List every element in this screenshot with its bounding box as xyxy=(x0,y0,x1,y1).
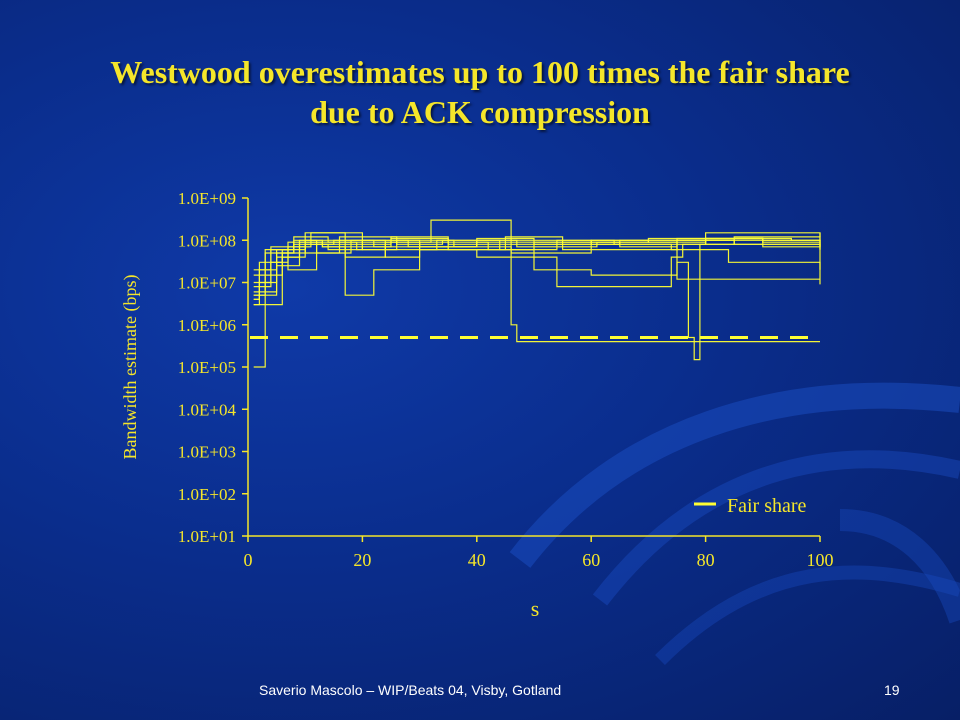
series-line-7 xyxy=(253,239,821,361)
y-tick-label: 1.0E+02 xyxy=(178,485,236,504)
page-number: 19 xyxy=(884,682,900,698)
y-tick-label: 1.0E+09 xyxy=(178,189,236,208)
series-line-3 xyxy=(253,219,821,300)
x-tick-label: 20 xyxy=(353,550,371,570)
y-tick-label: 1.0E+04 xyxy=(178,400,237,419)
x-tick-label: 60 xyxy=(582,550,600,570)
footer-text: Saverio Mascolo – WIP/Beats 04, Visby, G… xyxy=(259,682,562,698)
series-line-11 xyxy=(253,236,821,285)
legend: Fair share xyxy=(694,495,807,517)
slide-title: Westwood overestimates up to 100 times t… xyxy=(60,52,900,132)
x-axis: 0 20 40 60 80 100 xyxy=(244,535,834,570)
x-tick-label: 100 xyxy=(807,550,834,570)
x-tick-label: 80 xyxy=(697,550,715,570)
legend-entry-fair-share: Fair share xyxy=(727,495,807,517)
series-line-6 xyxy=(253,237,821,284)
series-line-10 xyxy=(253,232,821,306)
slide-title-line2: due to ACK compression xyxy=(310,94,650,130)
y-axis-label: Bandwidth estimate (bps) xyxy=(120,275,141,460)
slide-title-line1: Westwood overestimates up to 100 times t… xyxy=(110,54,850,90)
y-tick-label: 1.0E+08 xyxy=(178,231,236,250)
y-tick-label: 1.0E+03 xyxy=(178,443,236,462)
x-axis-label: s xyxy=(531,596,540,621)
series-layer xyxy=(253,219,821,368)
y-tick-label: 1.0E+07 xyxy=(178,274,237,293)
slide-footer: Saverio Mascolo – WIP/Beats 04, Visby, G… xyxy=(0,682,960,702)
x-tick-label: 0 xyxy=(244,550,253,570)
y-tick-label: 1.0E+01 xyxy=(178,527,236,546)
series-line-2 xyxy=(253,236,821,296)
y-tick-label: 1.0E+05 xyxy=(178,358,236,377)
series-line-12 xyxy=(253,239,820,300)
y-tick-label: 1.0E+06 xyxy=(178,316,236,335)
y-axis: 1.0E+01 1.0E+02 1.0E+03 1.0E+04 1.0E+05 1.0E+… xyxy=(178,189,249,546)
x-tick-label: 40 xyxy=(468,550,486,570)
